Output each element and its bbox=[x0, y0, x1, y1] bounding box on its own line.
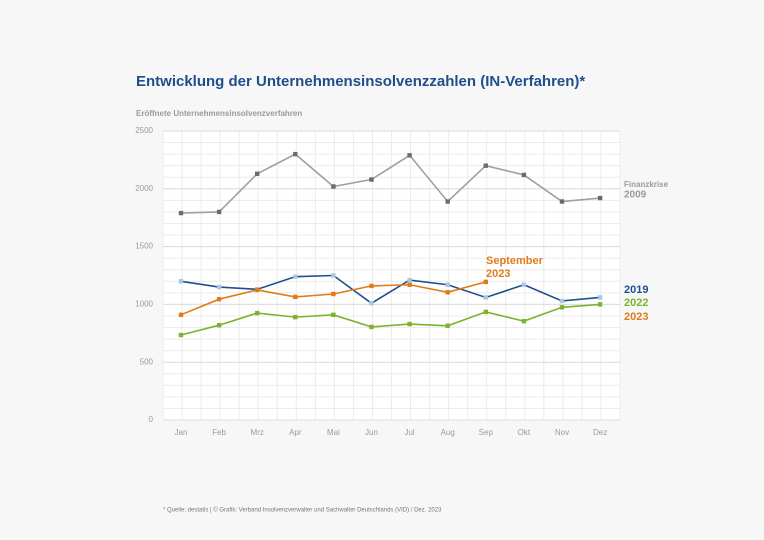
data-point bbox=[178, 312, 184, 318]
x-tick-label: Jun bbox=[365, 428, 378, 437]
data-point bbox=[293, 314, 298, 320]
y-axis-label: Eröffnete Unternehmensinsolvenzverfahren bbox=[136, 109, 302, 118]
x-tick-label: Mrz bbox=[251, 428, 264, 437]
data-point bbox=[407, 282, 412, 287]
x-tick-label: Apr bbox=[289, 428, 302, 437]
data-point bbox=[597, 195, 603, 201]
x-tick-label: Nov bbox=[555, 428, 569, 437]
data-point bbox=[178, 210, 184, 216]
chart-title: Entwicklung der Unternehmensinsolvenzzah… bbox=[136, 73, 585, 90]
data-point bbox=[483, 309, 488, 315]
data-point bbox=[216, 209, 222, 215]
x-tick-label: Feb bbox=[212, 428, 226, 437]
y-tick-label: 2500 bbox=[135, 126, 153, 135]
data-point bbox=[331, 273, 336, 278]
x-tick-label: Jan bbox=[175, 428, 188, 437]
data-point bbox=[483, 279, 488, 285]
data-point bbox=[559, 305, 565, 310]
data-point bbox=[407, 277, 412, 283]
data-point bbox=[521, 172, 527, 178]
x-tick-label: Aug bbox=[441, 428, 455, 437]
data-point bbox=[331, 291, 336, 297]
data-point bbox=[483, 295, 488, 300]
data-point bbox=[369, 177, 374, 182]
y-tick-label: 2000 bbox=[135, 184, 153, 193]
data-point bbox=[597, 295, 603, 300]
y-tick-label: 500 bbox=[140, 357, 154, 366]
data-point bbox=[369, 324, 374, 330]
data-point bbox=[445, 290, 450, 295]
data-point bbox=[407, 153, 412, 158]
data-point bbox=[445, 199, 450, 204]
legend-label: 2009 bbox=[624, 190, 647, 201]
x-tick-label: Dez bbox=[593, 428, 607, 437]
data-point bbox=[255, 310, 260, 316]
data-point bbox=[216, 323, 222, 328]
x-tick-label: Jul bbox=[404, 428, 414, 437]
data-point bbox=[521, 318, 527, 324]
footer: * Quelle: destatis | © Grafik: Verband I… bbox=[163, 507, 442, 514]
data-point bbox=[445, 323, 450, 328]
data-point bbox=[293, 151, 298, 157]
series-line bbox=[180, 274, 601, 305]
data-point bbox=[216, 284, 222, 290]
x-tick-label: Okt bbox=[518, 428, 531, 437]
series-line bbox=[180, 153, 601, 214]
data-point bbox=[559, 199, 565, 204]
x-tick-label: Sep bbox=[479, 428, 494, 437]
data-point bbox=[559, 298, 565, 304]
data-point bbox=[331, 184, 336, 189]
data-point bbox=[331, 312, 336, 318]
y-tick-label: 0 bbox=[149, 415, 154, 424]
y-tick-label: 1500 bbox=[135, 242, 153, 251]
data-point bbox=[255, 171, 260, 176]
legend-label: 2023 bbox=[624, 311, 648, 323]
data-point bbox=[293, 274, 298, 279]
legend-label: 2019 bbox=[624, 284, 648, 296]
data-point bbox=[369, 283, 374, 289]
x-tick-label: Mai bbox=[327, 428, 340, 437]
y-tick-label: 1000 bbox=[135, 300, 153, 309]
data-point bbox=[597, 302, 603, 307]
data-point bbox=[255, 287, 260, 293]
data-point bbox=[178, 279, 184, 284]
legend-note: Finanzkrise bbox=[624, 180, 669, 189]
data-point bbox=[521, 282, 527, 287]
data-point bbox=[293, 294, 298, 300]
data-point bbox=[483, 163, 488, 168]
data-point bbox=[407, 321, 412, 327]
data-point bbox=[216, 296, 222, 302]
series-line bbox=[180, 303, 601, 336]
annotation: September 2023 bbox=[486, 255, 543, 280]
data-point bbox=[369, 301, 374, 306]
legend-label: 2022 bbox=[624, 297, 648, 309]
data-point bbox=[178, 332, 184, 338]
data-point bbox=[445, 282, 450, 287]
